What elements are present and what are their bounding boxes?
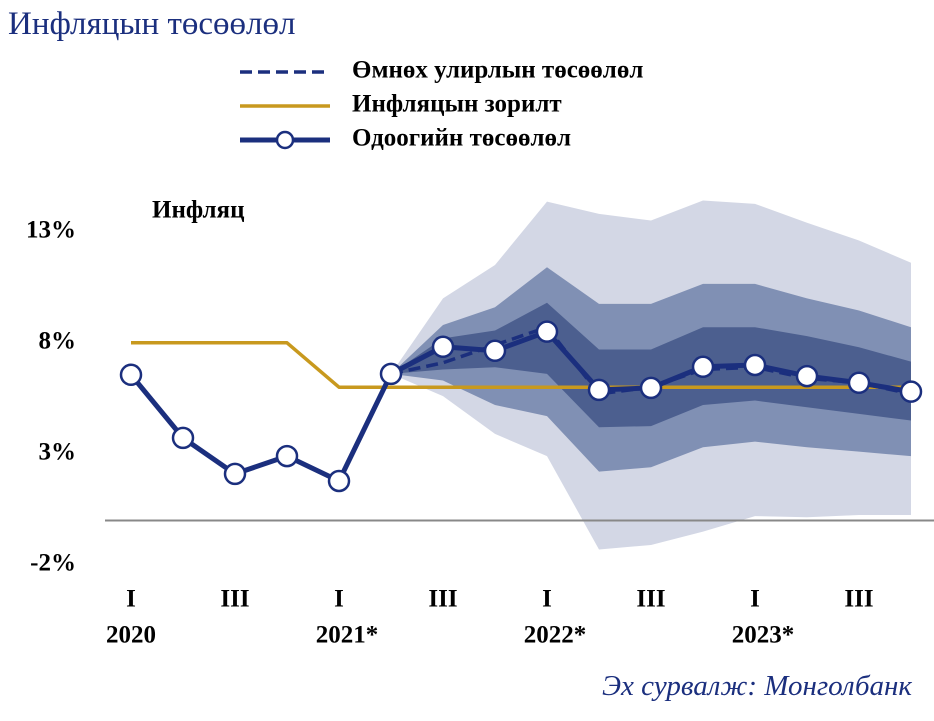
legend-label: Өмнөх улирлын төсөөлөл [352,57,643,84]
point [639,376,663,400]
x-tick-label: I [334,586,344,613]
legend-label: Инфляцын зорилт [352,91,562,118]
series-line [129,329,912,484]
x-tick-label: III [220,586,249,613]
x-tick-label: III [636,586,665,613]
point [119,363,143,387]
point [275,444,299,468]
x-tick-label: I [126,586,136,613]
x-tick-label: III [844,586,873,613]
source: Эх сурвалж: Монголбанк [602,670,912,702]
point [327,469,351,493]
x-group-label: 2020 [106,622,156,649]
point [691,355,715,379]
y-tick-label: 3% [39,439,77,466]
fan-band [391,302,911,428]
point [899,380,923,403]
point [223,462,247,486]
point [483,339,507,363]
legend-label: Одоогийн төсөөлөл [352,125,571,152]
x-group-label: 2023* [732,622,795,649]
point [743,353,767,377]
chart-title: Инфляцын төсөөлөл [8,6,295,42]
series-line [131,341,911,389]
x-tick-label: III [428,586,457,613]
y-tick-label: 8% [39,328,77,355]
point [535,320,559,343]
point [795,364,819,388]
point [379,362,403,386]
panel-label: Инфляц [152,197,244,224]
point [171,426,195,450]
y-tick-label: 13% [26,216,76,243]
x-group-label: 2021* [316,622,379,649]
legend-marker [275,130,295,150]
x-tick-label: I [750,586,760,613]
x-tick-label: I [542,586,552,613]
point [847,371,871,395]
point [587,378,611,402]
point [431,335,455,359]
y-tick-label: -2% [30,550,76,577]
x-group-label: 2022* [524,622,587,649]
